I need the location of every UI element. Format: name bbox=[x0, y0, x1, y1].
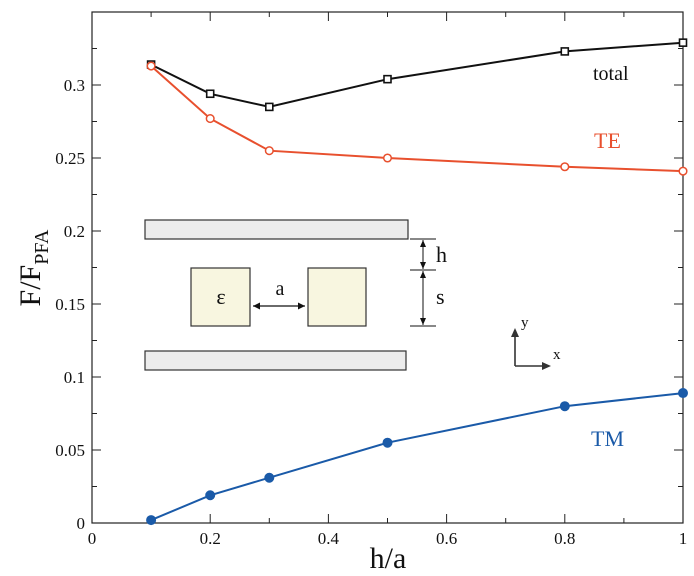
data-point-te bbox=[264, 146, 274, 156]
data-point-tm bbox=[205, 490, 216, 501]
svg-text:F/FPFA: F/FPFA bbox=[14, 229, 53, 306]
coord-x-arrowhead bbox=[542, 362, 551, 370]
data-point-te bbox=[382, 153, 393, 163]
x-tick-label: 0.4 bbox=[318, 529, 340, 548]
series-label-te: TE bbox=[594, 128, 621, 153]
top-plate bbox=[144, 219, 409, 240]
data-point-total bbox=[560, 47, 570, 56]
tick-labels: 0 0.2 0.4 0.6 0.8 1 0 0.05 0.1 0.15 0.2 0.25 0.3 bbox=[55, 76, 687, 548]
a-arrow-left-head bbox=[253, 302, 260, 310]
data-point-tm bbox=[146, 515, 157, 526]
h-arrow-up-head bbox=[420, 240, 426, 247]
x-tick-label: 0.6 bbox=[436, 529, 457, 548]
right-block bbox=[307, 267, 367, 327]
data-point-te bbox=[146, 61, 156, 71]
data-point-total bbox=[264, 102, 274, 112]
y-axis-label-subscript: PFA bbox=[31, 229, 53, 265]
x-tick-label: 0.2 bbox=[200, 529, 221, 548]
a-arrow-right-head bbox=[298, 302, 305, 310]
data-point-te bbox=[205, 114, 215, 124]
series-line-total bbox=[150, 41, 684, 108]
data-point-tm bbox=[559, 401, 570, 412]
y-tick-label: 0 bbox=[77, 514, 86, 533]
s-arrow-down-head bbox=[420, 318, 426, 325]
data-point-total bbox=[205, 89, 215, 99]
data-point-tm bbox=[264, 472, 275, 483]
y-tick-label: 0.25 bbox=[55, 149, 85, 168]
x-tick-label: 0.8 bbox=[554, 529, 575, 548]
data-point-total bbox=[678, 38, 688, 47]
data-point-tm bbox=[382, 437, 393, 448]
data-point-tm bbox=[678, 388, 688, 399]
y-tick-label: 0.15 bbox=[55, 295, 85, 314]
coord-y-arrowhead bbox=[511, 328, 519, 337]
inset-diagram: ε a h s y x bbox=[144, 219, 561, 371]
a-label: a bbox=[276, 278, 285, 300]
x-axis-label: h/a bbox=[370, 542, 407, 575]
h-label: h bbox=[436, 242, 447, 267]
h-arrow-down-head bbox=[420, 262, 426, 269]
x-tick-label: 1 bbox=[679, 529, 688, 548]
y-axis-label: F/FPFA bbox=[14, 229, 53, 306]
data-point-te bbox=[560, 162, 570, 172]
series-line-tm bbox=[150, 392, 684, 522]
coord-y-label: y bbox=[521, 315, 529, 331]
series-line-te bbox=[150, 65, 684, 173]
series-label-total: total bbox=[593, 63, 629, 85]
left-block bbox=[190, 267, 251, 327]
series-label-tm: TM bbox=[591, 426, 624, 451]
series-layer bbox=[146, 38, 688, 526]
bottom-plate bbox=[144, 350, 407, 371]
y-tick-label: 0.3 bbox=[64, 76, 85, 95]
data-point-te bbox=[678, 166, 688, 176]
y-axis-label-main: F/F bbox=[14, 265, 47, 307]
coord-x-label: x bbox=[553, 347, 561, 363]
y-tick-label: 0.05 bbox=[55, 441, 85, 460]
s-arrow-up-head bbox=[420, 271, 426, 278]
x-tick-label: 0 bbox=[88, 529, 97, 548]
data-point-total bbox=[383, 74, 392, 84]
epsilon-label: ε bbox=[216, 284, 225, 309]
y-tick-label: 0.1 bbox=[64, 368, 85, 387]
s-label: s bbox=[436, 284, 445, 309]
y-tick-label: 0.2 bbox=[64, 222, 85, 241]
